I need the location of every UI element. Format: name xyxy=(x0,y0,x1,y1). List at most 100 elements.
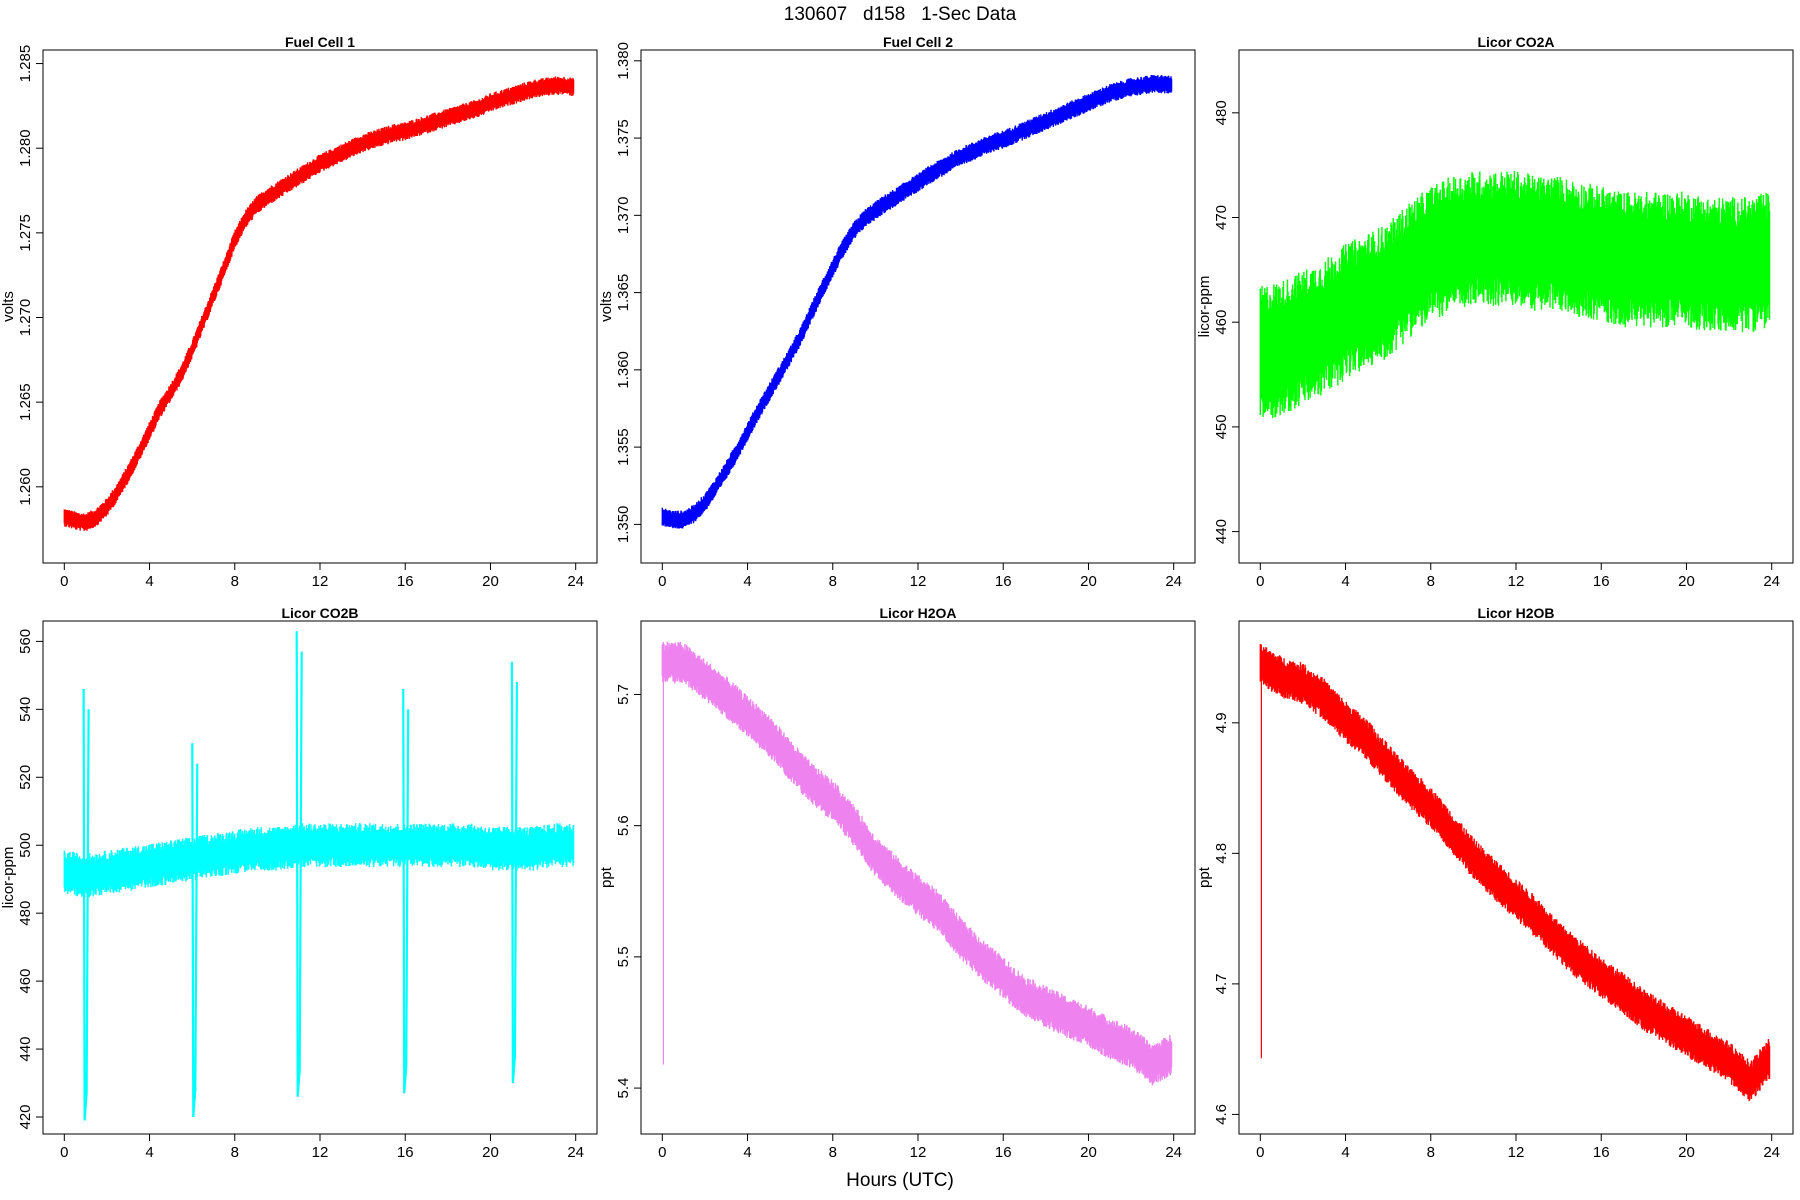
chart-panel-5: Licor H2OA ppt 0 4 8 12 16 20 24 5.4 5.5 5.6 5.7 xyxy=(598,605,1196,1161)
panel-title: Fuel Cell 1 xyxy=(285,34,355,50)
x-tick-label: 0 xyxy=(1256,573,1264,590)
y-tick-label: 1.260 xyxy=(17,468,34,506)
series-line xyxy=(63,823,575,898)
y-axis-label: volts xyxy=(598,291,615,322)
x-tick-label: 12 xyxy=(910,573,927,590)
series-line xyxy=(1259,171,1771,419)
x-tick-label: 20 xyxy=(482,1144,499,1161)
x-tick-label: 0 xyxy=(60,1144,68,1161)
x-tick-label: 24 xyxy=(1165,1144,1182,1161)
y-tick-label: 1.380 xyxy=(615,42,632,80)
x-tick-label: 8 xyxy=(1427,1144,1435,1161)
x-tick-label: 16 xyxy=(995,573,1012,590)
y-tick-label: 480 xyxy=(1213,100,1230,125)
x-tick-label: 8 xyxy=(231,1144,239,1161)
chart-panel-3: Licor CO2A licor-ppm 0 4 8 12 16 20 24 440 450 460 4… xyxy=(1196,34,1794,590)
x-tick-label: 16 xyxy=(1593,573,1610,590)
x-tick-label: 8 xyxy=(829,573,837,590)
y-tick-label: 1.375 xyxy=(615,119,632,157)
x-tick-label: 8 xyxy=(1427,573,1435,590)
x-tick-label: 20 xyxy=(1080,573,1097,590)
y-tick-label: 1.360 xyxy=(615,351,632,389)
calibration-spike xyxy=(191,743,199,1118)
y-tick-label: 1.280 xyxy=(17,129,34,167)
plot-frame xyxy=(42,49,598,564)
y-tick-label: 460 xyxy=(1213,310,1230,335)
calibration-spike xyxy=(295,631,303,1097)
y-tick-label: 1.355 xyxy=(615,428,632,466)
y-tick-label: 5.5 xyxy=(615,946,632,967)
y-tick-label: 540 xyxy=(17,697,34,722)
y-tick-label: 420 xyxy=(17,1104,34,1129)
x-tick-label: 12 xyxy=(910,1144,927,1161)
y-tick-label: 4.6 xyxy=(1213,1104,1230,1125)
x-axis-caption: Hours (UTC) xyxy=(846,1170,954,1191)
x-tick-label: 16 xyxy=(1593,1144,1610,1161)
y-tick-label: 1.285 xyxy=(17,45,34,83)
x-tick-label: 24 xyxy=(567,573,584,590)
y-tick-label: 460 xyxy=(17,969,34,994)
x-tick-label: 20 xyxy=(1678,573,1695,590)
x-tick-label: 24 xyxy=(1763,573,1780,590)
x-tick-label: 16 xyxy=(995,1144,1012,1161)
x-tick-label: 12 xyxy=(312,1144,329,1161)
series-line xyxy=(661,641,1173,1086)
x-tick-label: 24 xyxy=(1165,573,1182,590)
x-tick-label: 16 xyxy=(397,1144,414,1161)
y-tick-label: 440 xyxy=(1213,519,1230,544)
y-tick-label: 4.7 xyxy=(1213,973,1230,994)
y-tick-label: 480 xyxy=(17,901,34,926)
chart-panel-1: Fuel Cell 1 volts 0 4 8 12 16 20 24 1.260 1.265 1.2… xyxy=(0,34,598,590)
x-tick-label: 4 xyxy=(1341,573,1349,590)
series-line xyxy=(1259,644,1771,1102)
y-tick-label: 520 xyxy=(17,765,34,790)
x-tick-label: 20 xyxy=(1678,1144,1695,1161)
chart-panel-4: Licor CO2B licor-ppm 0 4 8 12 16 20 24 420 440 460 4… xyxy=(0,605,598,1161)
calibration-spike xyxy=(510,661,518,1084)
y-tick-label: 440 xyxy=(17,1037,34,1062)
y-tick-label: 1.265 xyxy=(17,383,34,421)
y-tick-label: 5.4 xyxy=(615,1078,632,1099)
plot-frame xyxy=(640,49,1196,564)
y-axis-label: licor-ppm xyxy=(0,847,17,909)
x-tick-label: 4 xyxy=(743,573,751,590)
y-tick-label: 1.365 xyxy=(615,274,632,312)
y-axis-label: ppt xyxy=(598,866,615,888)
y-axis-label: ppt xyxy=(1196,866,1213,888)
y-tick-label: 1.270 xyxy=(17,299,34,337)
x-tick-label: 16 xyxy=(397,573,414,590)
chart-panel-6: Licor H2OB ppt 0 4 8 12 16 20 24 4.6 4.7 4.8 4.9 xyxy=(1196,605,1794,1161)
y-tick-label: 4.9 xyxy=(1213,712,1230,733)
x-tick-label: 4 xyxy=(1341,1144,1349,1161)
figure-title: 130607 d158 1-Sec Data xyxy=(783,4,1017,25)
panel-title: Licor CO2A xyxy=(1477,34,1554,50)
series-line xyxy=(661,75,1173,529)
panel-title: Fuel Cell 2 xyxy=(883,34,953,50)
y-axis-label: volts xyxy=(0,291,17,322)
x-tick-label: 0 xyxy=(60,573,68,590)
y-tick-label: 1.350 xyxy=(615,506,632,544)
x-tick-label: 12 xyxy=(1508,1144,1525,1161)
y-tick-label: 470 xyxy=(1213,205,1230,230)
x-tick-label: 0 xyxy=(658,1144,666,1161)
calibration-spike xyxy=(82,688,90,1121)
x-tick-label: 0 xyxy=(1256,1144,1264,1161)
x-tick-label: 8 xyxy=(231,573,239,590)
y-tick-label: 1.275 xyxy=(17,214,34,252)
x-tick-label: 20 xyxy=(1080,1144,1097,1161)
y-tick-label: 5.7 xyxy=(615,684,632,705)
x-tick-label: 4 xyxy=(145,573,153,590)
panel-title: Licor CO2B xyxy=(281,605,358,621)
panel-title: Licor H2OA xyxy=(879,605,956,621)
y-tick-label: 500 xyxy=(17,833,34,858)
x-tick-label: 8 xyxy=(829,1144,837,1161)
y-tick-label: 1.370 xyxy=(615,197,632,235)
x-tick-label: 24 xyxy=(1763,1144,1780,1161)
calibration-spike xyxy=(402,688,410,1094)
x-tick-label: 0 xyxy=(658,573,666,590)
y-tick-label: 560 xyxy=(17,629,34,654)
y-tick-label: 450 xyxy=(1213,414,1230,439)
x-tick-label: 4 xyxy=(145,1144,153,1161)
x-tick-label: 20 xyxy=(482,573,499,590)
